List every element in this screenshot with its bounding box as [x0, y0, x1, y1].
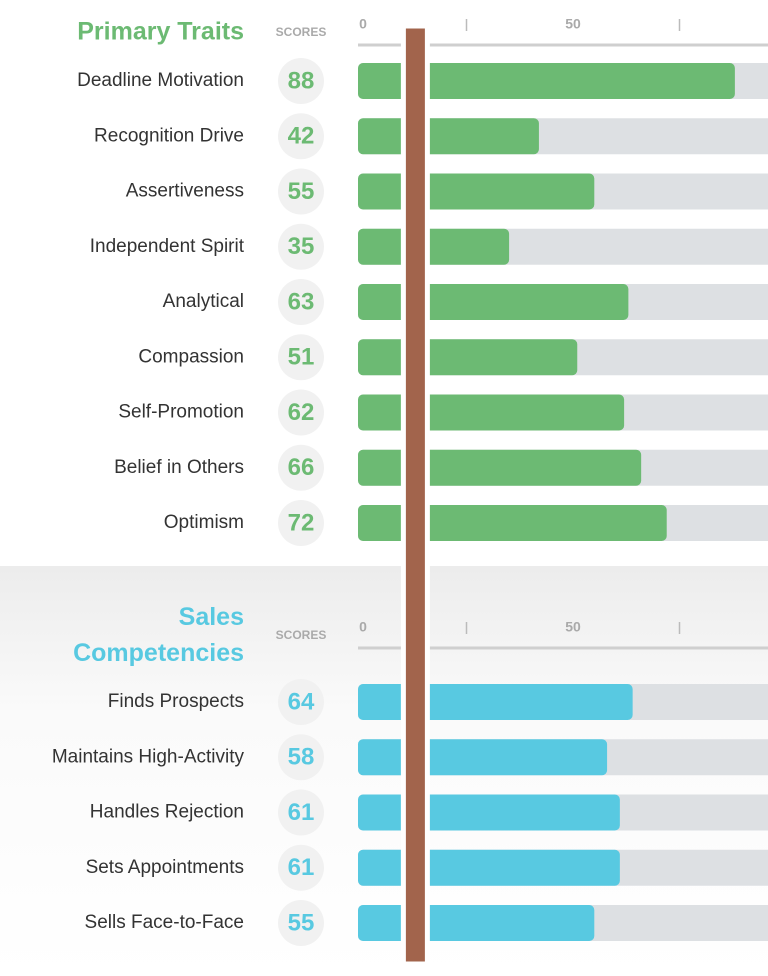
score-badge	[278, 389, 324, 436]
score-label: 42	[288, 123, 315, 150]
bar	[358, 449, 642, 486]
chart-title: Primary Traits	[77, 18, 244, 46]
category-label: Independent Spirit	[90, 236, 245, 257]
category-label: Handles Rejection	[90, 802, 244, 823]
score-label: 51	[288, 344, 315, 371]
bar	[358, 228, 510, 265]
category-label: Sets Appointments	[86, 857, 244, 878]
score-badge	[278, 113, 324, 160]
score-label: 66	[288, 454, 315, 481]
x-tick-label: 50	[565, 16, 581, 32]
x-tick-label: 0	[359, 619, 367, 635]
score-label: 61	[288, 799, 315, 826]
bar	[358, 63, 735, 99]
score-header: SCORES	[276, 25, 327, 39]
bar	[358, 118, 539, 155]
score-label: 64	[288, 688, 315, 715]
category-label: Sells Face-to-Face	[85, 912, 244, 933]
score-label: 72	[288, 509, 315, 536]
category-label: Optimism	[164, 512, 244, 533]
score-badge	[278, 168, 324, 215]
category-label: Compassion	[138, 346, 244, 367]
chart-title: Sales Competencies	[73, 603, 244, 667]
bar	[358, 739, 608, 776]
bar	[358, 173, 595, 210]
x-tick-label: 50	[565, 619, 581, 635]
category-label: Maintains High-Activity	[52, 746, 245, 767]
score-badge	[278, 334, 324, 381]
category-label: Deadline Motivation	[77, 70, 244, 91]
bar	[358, 794, 620, 831]
score-label: 58	[288, 744, 315, 771]
score-badge	[278, 58, 324, 104]
score-badge	[278, 444, 324, 491]
score-badge	[278, 223, 324, 270]
score-label: 55	[288, 909, 315, 936]
category-label: Recognition Drive	[94, 125, 244, 146]
score-label: 63	[288, 288, 315, 315]
category-label: Belief in Others	[114, 457, 244, 478]
category-label: Analytical	[163, 291, 244, 312]
bar	[358, 339, 578, 376]
category-label: Finds Prospects	[108, 691, 244, 712]
score-badge	[278, 279, 324, 325]
bar	[358, 394, 625, 431]
score-label: 88	[288, 67, 315, 94]
bar	[358, 684, 633, 720]
score-label: 62	[288, 399, 315, 426]
score-badge	[278, 900, 324, 946]
reference-line	[400, 23, 430, 967]
bar	[358, 284, 629, 320]
bar	[358, 505, 667, 541]
category-label: Self-Promotion	[118, 402, 244, 423]
x-tick-label: 0	[359, 16, 367, 32]
score-label: 35	[288, 233, 315, 260]
score-label: 61	[288, 854, 315, 881]
score-label: 55	[288, 178, 315, 205]
score-badge	[278, 679, 324, 725]
bar	[358, 849, 620, 886]
score-badge	[278, 789, 324, 836]
score-badge	[278, 500, 324, 546]
bar	[358, 905, 595, 941]
score-badge	[278, 844, 324, 891]
score-badge	[278, 734, 324, 781]
category-label: Assertiveness	[126, 181, 244, 202]
score-header: SCORES	[276, 628, 327, 642]
